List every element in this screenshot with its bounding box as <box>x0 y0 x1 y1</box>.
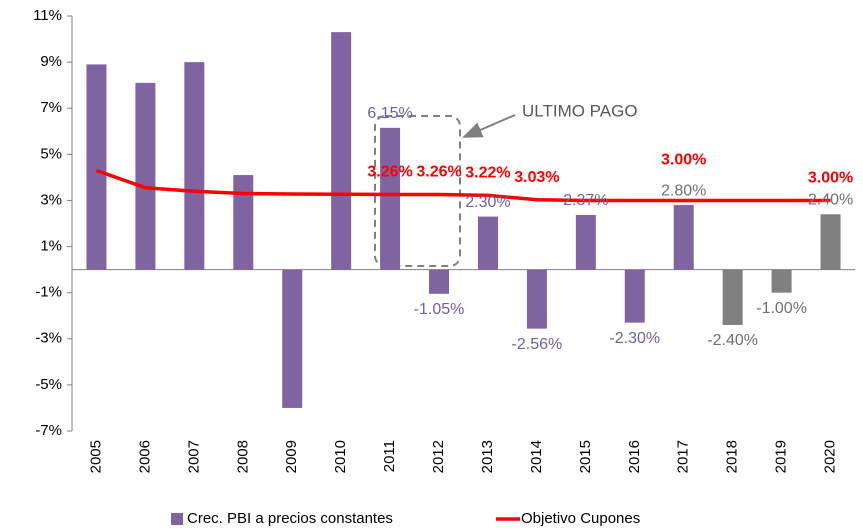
highlight-box <box>374 115 461 267</box>
x-tick-label: 2014 <box>528 440 545 473</box>
data-label: 3.26% <box>367 164 412 181</box>
bar <box>429 269 450 294</box>
y-tick-label: -1% <box>35 284 62 301</box>
data-label: -2.40% <box>707 332 758 349</box>
x-tick-label: 2009 <box>283 440 300 473</box>
data-label: 3.00% <box>661 152 706 169</box>
y-tick-label: 5% <box>40 145 62 162</box>
y-tick-label: 3% <box>40 191 62 208</box>
bar <box>184 62 205 270</box>
x-tick-label: 2011 <box>381 440 398 472</box>
bar <box>575 214 596 270</box>
y-tick-label: -3% <box>35 330 62 347</box>
x-tick-label: 2012 <box>430 440 447 473</box>
data-label: -1.00% <box>756 300 807 317</box>
x-tick-label: 2010 <box>332 440 349 473</box>
bar <box>673 205 694 270</box>
bar <box>86 64 107 270</box>
legend-label: Crec. PBI a precios constantes <box>187 510 393 527</box>
bar <box>477 216 498 270</box>
bar <box>624 269 645 323</box>
y-tick-label: -5% <box>35 376 62 393</box>
bar <box>380 127 401 270</box>
data-label: 2.40% <box>808 191 853 208</box>
legend-label: Objetivo Cupones <box>521 510 640 527</box>
x-tick-label: 2019 <box>773 440 790 473</box>
bar <box>820 214 841 270</box>
y-tick-label: 9% <box>40 53 62 70</box>
data-label: 3.26% <box>416 164 461 181</box>
bar <box>233 175 254 270</box>
legend-swatch <box>171 513 183 525</box>
data-label: 6.15% <box>367 105 412 122</box>
x-tick-label: 2008 <box>234 440 251 473</box>
x-tick-label: 2013 <box>479 440 496 473</box>
data-label: 3.03% <box>514 169 559 186</box>
bar <box>135 82 156 270</box>
annotation-arrow <box>462 114 516 138</box>
x-tick-label: 2006 <box>136 440 153 473</box>
y-tick-label: -7% <box>35 422 62 439</box>
bar <box>771 269 792 293</box>
x-tick-label: 2015 <box>577 440 594 473</box>
annotation: ULTIMO PAGO <box>522 101 638 120</box>
x-tick-label: 2016 <box>626 440 643 473</box>
line <box>95 168 831 203</box>
y-tick-label: 1% <box>40 238 62 255</box>
data-label: 3.00% <box>808 170 853 187</box>
x-tick-label: 2018 <box>724 440 741 473</box>
bar <box>526 269 547 329</box>
x-tick-label: 2007 <box>185 440 202 473</box>
data-label: 2.80% <box>661 182 706 199</box>
data-label: -2.56% <box>512 336 563 353</box>
data-label: 2.30% <box>465 194 510 211</box>
data-label: 2.37% <box>563 192 608 209</box>
bar <box>282 269 303 408</box>
y-tick-label: 11% <box>33 7 62 24</box>
bar <box>331 32 352 270</box>
y-tick-label: 7% <box>40 99 62 116</box>
x-tick-label: 2020 <box>822 440 839 473</box>
data-label: -1.05% <box>414 301 465 318</box>
x-tick-label: 2017 <box>675 440 692 473</box>
data-label: -2.30% <box>609 330 660 347</box>
bar <box>722 269 743 325</box>
x-tick-label: 2005 <box>87 440 104 473</box>
data-label: 3.22% <box>465 165 510 182</box>
